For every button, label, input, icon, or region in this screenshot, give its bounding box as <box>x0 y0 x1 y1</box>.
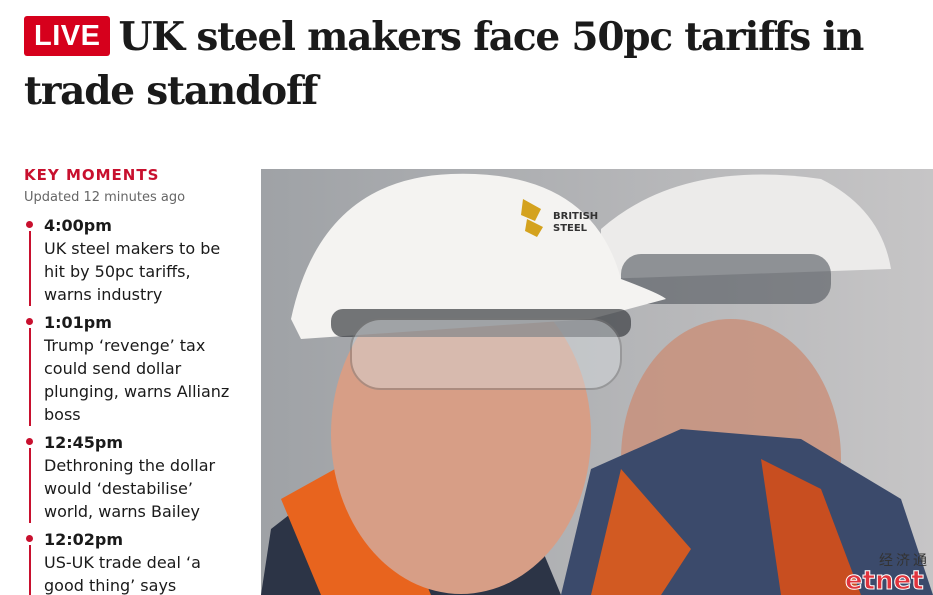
moment-list: 4:00pm UK steel makers to be hit by 50pc … <box>24 215 234 595</box>
moment-text[interactable]: UK steel makers to be hit by 50pc tariff… <box>44 239 221 304</box>
moment-text[interactable]: US-UK trade deal ‘a good thing’ says <box>44 553 201 595</box>
moment[interactable]: 1:01pm Trump ‘revenge’ tax could send dol… <box>24 312 234 426</box>
helmet-logo: STEEL <box>553 223 588 234</box>
helmet-logo: BRITISH <box>553 211 598 222</box>
moment-time[interactable]: 12:45pm <box>44 433 124 452</box>
moment-text[interactable]: Trump ‘revenge’ tax could send dollar pl… <box>44 336 230 424</box>
updated-time: Updated 12 minutes ago <box>24 190 186 205</box>
key-moments: KEY MOMENTS Updated 12 minutes ago 4:00p… <box>24 166 234 595</box>
moment-text[interactable]: Dethroning the dollar would ‘destabilise… <box>44 456 216 521</box>
moment[interactable]: 12:45pm Dethroning the dollar would ‘dest… <box>24 432 234 523</box>
headline: LIVE UK steel makers face 50pc tariffs in… <box>24 10 933 118</box>
watermark-logo: etnet <box>845 566 924 595</box>
live-badge: LIVE <box>24 16 111 56</box>
moment[interactable]: 12:02pm US-UK trade deal ‘a good thing’ s… <box>24 529 234 595</box>
moment-time[interactable]: 12:02pm <box>44 530 124 549</box>
moment-time[interactable]: 4:00pm <box>44 216 112 235</box>
article-photo: BRITISH STEEL 经济通 etnet <box>261 169 933 595</box>
moment-time[interactable]: 1:01pm <box>44 313 112 332</box>
moment[interactable]: 4:00pm UK steel makers to be hit by 50pc … <box>24 215 234 306</box>
title: UK steel makers face 50pc tariffs in tra… <box>24 14 864 114</box>
watermark-cn: 经济通 <box>879 553 930 569</box>
key-moments-heading: KEY MOMENTS <box>24 166 160 184</box>
